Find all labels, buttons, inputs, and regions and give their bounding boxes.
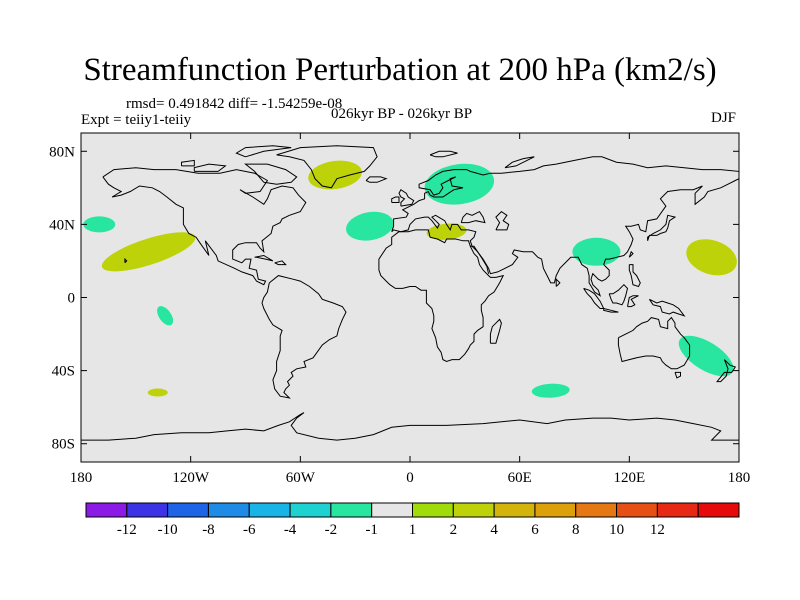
- anomaly-layer: [83, 160, 737, 398]
- coast-iceland: [365, 176, 388, 183]
- colorbar-label: -10: [158, 522, 178, 538]
- coast-new-guinea: [648, 298, 686, 317]
- anomaly-patch: [531, 383, 570, 398]
- coast-svalbard: [429, 150, 458, 158]
- lon-tick-label: 120W: [172, 470, 210, 486]
- coast-caspian: [495, 210, 510, 231]
- colorbar-swatch: [452, 502, 495, 518]
- anomaly-patch: [678, 335, 734, 377]
- coast-uk: [398, 188, 415, 207]
- coast-australia: [617, 316, 691, 370]
- coast-south-america: [261, 275, 347, 399]
- coast-hispaniola: [274, 260, 287, 266]
- coast-sumatra: [583, 287, 605, 309]
- coast-black-sea: [460, 210, 486, 224]
- coast-new-zealand: [716, 359, 737, 383]
- coast-north-america: [102, 167, 307, 286]
- colorbar-swatch: [330, 502, 373, 518]
- colorbar-swatch: [85, 502, 128, 518]
- colorbar-label: -2: [325, 522, 338, 538]
- lat-tick-label: 40N: [49, 217, 75, 233]
- coast-africa: [378, 229, 505, 363]
- colorbar-swatch: [289, 502, 332, 518]
- anomaly-patch: [83, 216, 116, 233]
- lat-tick-label: 0: [68, 291, 76, 307]
- coast-antarctica: [81, 412, 739, 441]
- colorbar-swatch: [207, 502, 250, 518]
- colorbar-swatch: [534, 502, 577, 518]
- coast-novaya-zemlya: [504, 156, 535, 169]
- coast-arabia-red-sea: [470, 245, 490, 274]
- colorbar-label: 1: [409, 522, 417, 538]
- colorbar-label: -4: [284, 522, 297, 538]
- coast-sulawesi: [627, 295, 639, 308]
- colorbar-swatch: [697, 502, 740, 518]
- lon-tick-label: 60E: [508, 470, 532, 486]
- anomaly-patch: [308, 160, 362, 190]
- colorbar-swatch: [126, 502, 169, 518]
- coast-hawaii: [124, 257, 128, 264]
- anomaly-patch: [157, 306, 174, 326]
- map-background: [81, 133, 739, 462]
- lon-tick-label: 60W: [286, 470, 316, 486]
- coast-victoria-island: [193, 163, 227, 172]
- anomaly-patch: [424, 163, 495, 205]
- colorbar-swatch: [371, 502, 413, 518]
- coast-cuba: [254, 254, 274, 262]
- coast-tasmania: [674, 371, 681, 379]
- experiment-label: Expt = teiiy1-teiiy: [81, 112, 192, 128]
- colorbar-swatch: [616, 502, 658, 518]
- season-label: DJF: [711, 110, 737, 126]
- stats-line: rmsd= 0.491842 diff= -1.54259e-08: [126, 96, 343, 112]
- coast-japan: [647, 214, 677, 241]
- colorbar-label: 12: [650, 522, 665, 538]
- coast-borneo: [608, 283, 629, 306]
- lon-tick-label: 120E: [613, 470, 645, 486]
- colorbar-label: 10: [609, 522, 624, 538]
- coast-taiwan: [628, 250, 634, 258]
- colorbar-label: -1: [365, 522, 378, 538]
- anomaly-patch: [686, 239, 737, 276]
- coast-philippines: [628, 264, 641, 288]
- period-label: 026kyr BP - 026kyr BP: [331, 106, 473, 122]
- coast-madagascar: [489, 318, 502, 344]
- anomaly-patch: [346, 211, 394, 241]
- coast-greenland: [276, 145, 378, 189]
- coast-baffin: [244, 163, 298, 185]
- coast-sri-lanka: [555, 277, 561, 287]
- colorbar-label: 8: [572, 522, 580, 538]
- colorbar-label: -8: [202, 522, 215, 538]
- colorbar-swatch: [656, 502, 699, 518]
- lon-tick-label: 0: [406, 470, 414, 486]
- lat-tick-label: 80S: [52, 437, 75, 453]
- lat-tick-label: 80N: [49, 144, 75, 160]
- coast-banks-island: [181, 159, 195, 167]
- colorbar-swatch: [493, 502, 536, 518]
- plot-title: Streamfunction Perturbation at 200 hPa (…: [83, 52, 717, 88]
- coastlines: [81, 145, 740, 441]
- lon-tick-label: 180: [70, 470, 93, 486]
- colorbar-label: 4: [490, 522, 498, 538]
- lat-tick-label: 40S: [52, 364, 75, 380]
- coast-ellesmere: [235, 145, 292, 158]
- colorbar-label: -6: [243, 522, 256, 538]
- anomaly-patch: [147, 388, 168, 397]
- axis-ticks: 80N 40N 0 40S 80S 180 120W 60W 0 60E 120E 180: [49, 133, 750, 486]
- coast-ireland: [391, 196, 400, 203]
- lon-tick-label: 180: [728, 470, 751, 486]
- colorbar-swatch: [412, 502, 454, 518]
- coast-java: [603, 308, 619, 313]
- colorbar-label: 2: [450, 522, 458, 538]
- anomaly-patch: [572, 237, 621, 266]
- colorbar: -12 -10 -8 -6 -4 -2 -1 1 2 4 6 8 10 12: [85, 502, 740, 538]
- colorbar-swatch: [248, 502, 291, 518]
- colorbar-label: 6: [531, 522, 539, 538]
- colorbar-label: -12: [117, 522, 137, 538]
- colorbar-swatch: [575, 502, 618, 518]
- colorbar-swatch: [167, 502, 209, 518]
